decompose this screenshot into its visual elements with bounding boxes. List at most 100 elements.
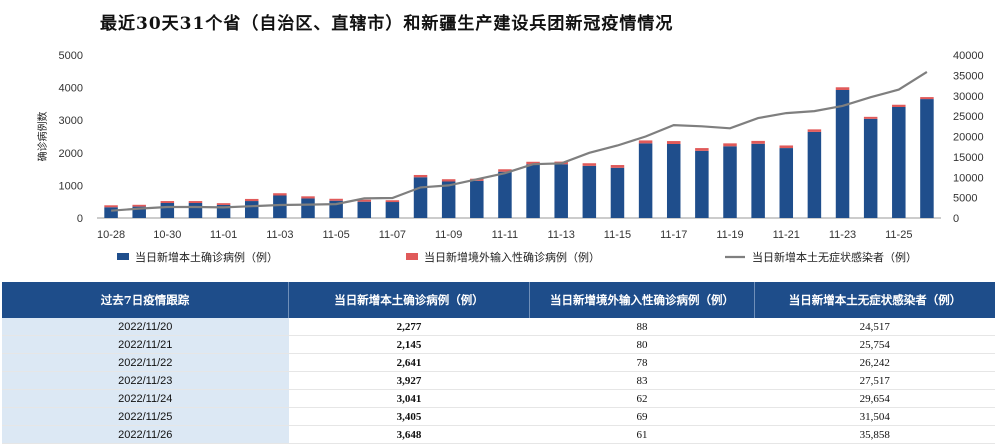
x-tick-label: 11-19 xyxy=(716,229,743,241)
bar-local-confirmed xyxy=(357,201,372,218)
row-date: 2022/11/25 xyxy=(2,407,289,426)
legend-label-asymptomatic: 当日新增本土无症状感染者（例） xyxy=(752,250,917,264)
row-asymptomatic: 27,517 xyxy=(754,371,995,390)
x-tick-label: 11-25 xyxy=(885,229,912,241)
x-tick-label: 11-01 xyxy=(210,229,237,241)
bar-local-confirmed xyxy=(863,118,878,218)
bar-imported xyxy=(526,161,540,165)
bar-imported xyxy=(301,196,315,199)
bar-imported xyxy=(751,140,765,144)
x-tick-label: 10-28 xyxy=(97,229,125,241)
row-asymptomatic: 26,242 xyxy=(754,353,995,372)
bar-local-confirmed xyxy=(779,148,794,218)
table-row: 2022/11/21 2,145 80 25,754 xyxy=(2,335,995,354)
table-row: 2022/11/24 3,041 62 29,654 xyxy=(2,389,995,408)
row-date: 2022/11/26 xyxy=(2,425,289,444)
right-tick-label: 25000 xyxy=(953,111,984,123)
row-imported: 80 xyxy=(529,335,755,354)
bar-imported xyxy=(104,205,118,208)
bar-local-confirmed xyxy=(301,198,315,218)
bar-local-confirmed xyxy=(666,143,681,218)
row-imported: 61 xyxy=(529,425,755,444)
bar-imported xyxy=(160,201,175,204)
bar-local-confirmed xyxy=(751,143,765,218)
chart-area: 0 1000 2000 3000 4000 5000 0 5000 10000 15000 2000… xyxy=(36,50,984,264)
bar-local-confirmed xyxy=(498,171,512,218)
left-tick-label: 3000 xyxy=(59,115,83,127)
bar-imported xyxy=(666,141,681,144)
right-tick-label: 20000 xyxy=(953,132,984,144)
bar-imported xyxy=(863,116,878,119)
bar-imported xyxy=(807,129,822,132)
right-tick-label: 10000 xyxy=(953,172,984,184)
bar-local-confirmed xyxy=(413,177,428,218)
row-imported: 62 xyxy=(529,389,755,408)
right-tick-label: 40000 xyxy=(953,50,984,62)
bar-local-confirmed xyxy=(807,131,822,218)
x-tick-label: 11-15 xyxy=(604,229,631,241)
bar-imported xyxy=(498,169,512,172)
row-local-confirmed: 2,641 xyxy=(288,353,530,372)
bar-local-confirmed xyxy=(385,202,400,218)
bar-imported xyxy=(779,145,794,149)
bar-local-confirmed xyxy=(470,180,484,218)
row-local-confirmed: 2,277 xyxy=(288,318,530,336)
x-tick-label: 11-07 xyxy=(379,229,406,241)
bar-local-confirmed xyxy=(441,181,456,218)
row-date: 2022/11/20 xyxy=(2,318,289,336)
table-row: 2022/11/23 3,927 83 27,517 xyxy=(2,371,995,390)
row-asymptomatic: 25,754 xyxy=(754,335,995,354)
legend-swatch-imported xyxy=(406,253,418,260)
bar-local-confirmed xyxy=(892,106,906,218)
left-tick-label: 4000 xyxy=(59,83,83,95)
bar-imported xyxy=(723,143,737,147)
x-tick-label: 11-17 xyxy=(660,229,687,241)
bar-imported xyxy=(638,140,653,144)
table-row: 2022/11/22 2,641 78 26,242 xyxy=(2,353,995,372)
x-tick-label: 11-21 xyxy=(773,229,800,241)
bar-imported xyxy=(188,201,203,204)
right-tick-label: 15000 xyxy=(953,152,984,164)
left-tick-label: 1000 xyxy=(59,180,83,192)
left-tick-label: 5000 xyxy=(59,50,83,62)
bar-imported xyxy=(413,174,428,178)
bar-local-confirmed xyxy=(582,165,597,218)
bar-local-confirmed xyxy=(273,195,287,218)
chart-title: 最近30天31个省（自治区、直辖市）和新疆生产建设兵团新冠疫情情况 xyxy=(100,14,674,34)
bar-local-confirmed xyxy=(188,203,203,218)
bar-local-confirmed xyxy=(244,201,259,218)
right-tick-label: 35000 xyxy=(953,70,984,82)
bar-imported xyxy=(892,104,906,107)
row-imported: 83 xyxy=(529,371,755,390)
table-row: 2022/11/20 2,277 88 24,517 xyxy=(2,318,995,336)
row-asymptomatic: 31,504 xyxy=(754,407,995,426)
bar-imported xyxy=(920,97,934,100)
row-asymptomatic: 24,517 xyxy=(754,318,995,336)
row-imported: 69 xyxy=(529,407,755,426)
x-tick-label: 11-23 xyxy=(829,229,856,241)
table-row: 2022/11/25 3,405 69 31,504 xyxy=(2,407,995,426)
bar-local-confirmed xyxy=(638,143,653,218)
legend-label-local-confirmed: 当日新增本土确诊病例（例） xyxy=(135,250,278,264)
bar-imported xyxy=(216,203,231,205)
bar-imported xyxy=(835,87,850,90)
table-header-asymptomatic: 当日新增本土无症状感染者（例） xyxy=(754,282,995,318)
row-asymptomatic: 35,858 xyxy=(754,425,995,444)
left-tick-label: 0 xyxy=(77,213,83,225)
row-local-confirmed: 2,145 xyxy=(288,335,530,354)
bar-imported xyxy=(385,200,400,203)
table-header-date: 过去7日疫情跟踪 xyxy=(2,282,289,318)
bar-imported xyxy=(357,199,372,202)
x-tick-label: 11-03 xyxy=(266,229,293,241)
bar-local-confirmed xyxy=(160,203,175,218)
bar-local-confirmed xyxy=(554,164,568,218)
line-asymptomatic xyxy=(111,70,928,212)
bar-local-confirmed xyxy=(610,167,625,218)
right-tick-label: 30000 xyxy=(953,91,984,103)
x-tick-label: 11-11 xyxy=(492,229,519,241)
bar-local-confirmed xyxy=(835,89,850,218)
x-tick-label: 10-30 xyxy=(153,229,181,241)
bar-local-confirmed xyxy=(695,150,709,218)
row-imported: 88 xyxy=(529,318,755,336)
bar-imported xyxy=(273,193,287,196)
